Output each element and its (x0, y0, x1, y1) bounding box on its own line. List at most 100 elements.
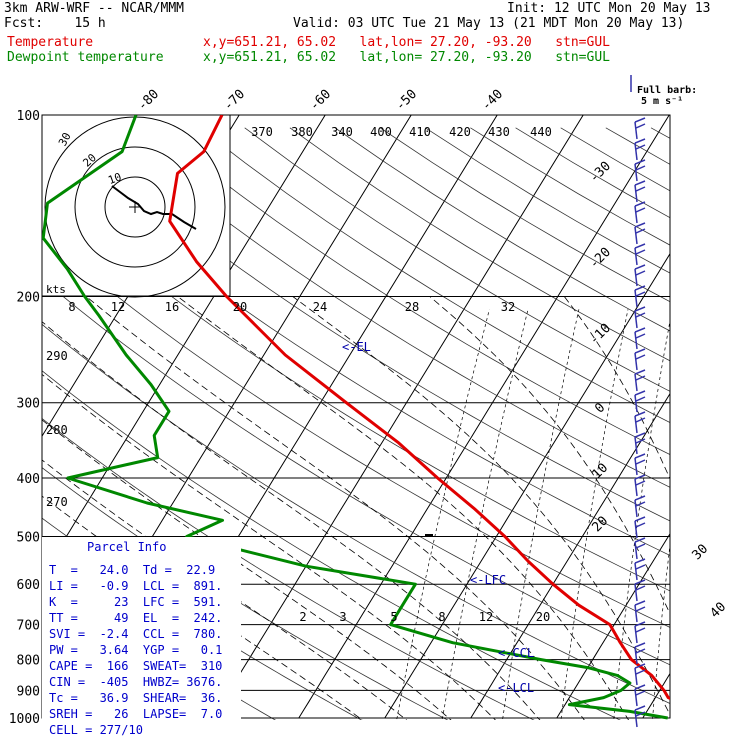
parcel-row: CAPE = 166 SWEAT= 310 (49, 659, 223, 673)
mixing-ratio-label: 8 (68, 300, 75, 314)
dry-adiabat-line (334, 127, 670, 332)
wind-barb-flag (635, 711, 646, 717)
wind-barb-staff (634, 415, 638, 434)
dewpoint-label: Dewpoint temperature (7, 50, 164, 65)
isotherm-line (642, 672, 670, 719)
wind-barb-flag (635, 564, 646, 570)
theta-label: 370 (251, 125, 273, 139)
theta-label: 280 (46, 423, 68, 437)
wind-barb-flag (634, 348, 646, 354)
moist-adiabat-line (42, 321, 541, 720)
dry-adiabat-line (605, 127, 670, 165)
wind-barb-flag (635, 291, 646, 297)
pressure-label: 1000 (9, 712, 40, 727)
wind-barb-flag (634, 243, 646, 249)
wind-barb-staff (634, 541, 638, 560)
wind-barb-flag (635, 690, 646, 696)
wind-barb-flag (634, 159, 646, 165)
wind-barb-flag (634, 390, 646, 396)
hodograph-ring (104, 176, 166, 238)
wind-barb-flag (635, 585, 646, 591)
wind-barb-flag (634, 285, 646, 291)
wind-barb-flag (635, 375, 646, 381)
theta-label: 290 (46, 349, 68, 363)
isotherm-line (556, 532, 670, 719)
isotherm-line (384, 252, 670, 719)
wind-barb-staff (634, 289, 638, 308)
mixing-ratio-label: 28 (405, 300, 419, 314)
wind-barb-flag (634, 621, 646, 627)
isotherm-label: -70 (221, 87, 248, 114)
temperature-location: x,y=651.21, 65.02 lat,lon= 27.20, -93.20… (203, 35, 610, 50)
parcel-info-title: Parcel Info (87, 540, 167, 554)
wind-barb-flag (634, 201, 646, 207)
theta-label: 440 (530, 125, 552, 139)
hodograph-ring (74, 146, 196, 268)
mixing-ratio-label: 12 (111, 300, 125, 314)
init-time: Init: 12 UTC Mon 20 May 13 (507, 1, 711, 16)
sounding-profiles (42, 115, 670, 720)
wind-barb-staff (634, 163, 638, 182)
pressure-label: 600 (17, 578, 40, 593)
pressure-label: 300 (17, 397, 40, 412)
isotherm-label: -80 (135, 87, 162, 114)
mixing-ratio-line (683, 309, 730, 731)
wind-barb-flag (635, 312, 646, 318)
theta-label: 420 (449, 125, 471, 139)
isotherm-label: -40 (479, 87, 506, 114)
parcel-row: T = 24.0 Td = 22.9 (49, 563, 216, 577)
wind-barb-flag (634, 138, 646, 144)
dry-adiabat-line (515, 127, 670, 219)
wind-barb-flag (635, 648, 646, 654)
wind-barb-staff (634, 373, 638, 392)
isotherm-line (298, 115, 670, 719)
wind-barb-staff (634, 184, 638, 203)
level-marker: <-CCL (498, 646, 534, 660)
wind-barb-staff (634, 310, 638, 329)
wind-barb-flag (634, 579, 646, 585)
wind-barb-staff (634, 667, 638, 686)
dry-adiabat-line (42, 234, 670, 628)
dry-adiabat-line (42, 418, 535, 720)
isotherm-label: -60 (307, 87, 334, 114)
wind-barb-flag (634, 117, 646, 123)
dry-adiabat-line (650, 127, 670, 139)
wind-barb-flag (635, 543, 646, 549)
wind-barb-staff (634, 268, 638, 287)
wind-legend-line1: Full barb: (637, 85, 697, 96)
theta-label: 270 (46, 495, 68, 509)
dry-adiabat-line (109, 127, 670, 488)
mixing-ratio-label: 12 (479, 610, 493, 624)
wind-barb-flag (635, 606, 646, 612)
moist-adiabat-line (42, 419, 452, 720)
dry-adiabat-line (470, 127, 670, 246)
mixing-ratio-line (560, 309, 629, 720)
wind-barb-flag (634, 432, 646, 438)
hodograph-ring-label: 30 (56, 130, 74, 148)
wind-barb-staff (634, 583, 638, 602)
wind-barb-flag (635, 438, 646, 444)
mixing-ratio-line (441, 309, 529, 720)
wind-barb-flag (635, 123, 646, 129)
wind-barb-flag (634, 369, 646, 375)
theta-label: 430 (488, 125, 510, 139)
wind-barb-staff (634, 142, 638, 161)
wind-barb-flag (634, 222, 646, 228)
isotherm-label: 10 (590, 461, 612, 483)
wind-barb-flag (635, 270, 646, 276)
wind-barbs (630, 75, 646, 728)
wind-barb-staff (634, 226, 638, 245)
level-marker: <-LCL (498, 681, 534, 695)
dry-adiabat-line (560, 127, 670, 192)
parcel-row: K = 23 LFC = 591. (49, 595, 223, 609)
wind-barb-staff (634, 331, 638, 350)
wind-barb-staff (634, 394, 638, 413)
mixing-ratio-line (396, 309, 490, 720)
isotherm-label: 30 (690, 542, 712, 564)
wind-barb-flag (635, 186, 646, 192)
dry-adiabat-line (63, 127, 670, 522)
dry-adiabat-line (42, 148, 670, 556)
mixing-ratio-line (731, 309, 740, 731)
wind-barb-flag (634, 537, 646, 543)
